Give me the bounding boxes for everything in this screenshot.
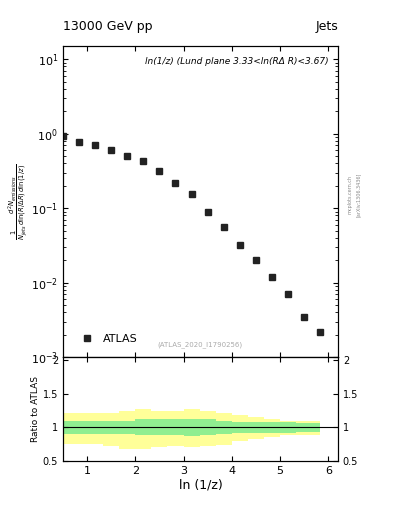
Text: (ATLAS_2020_I1790256): (ATLAS_2020_I1790256) xyxy=(158,341,243,348)
ATLAS xyxy=(77,139,81,145)
ATLAS xyxy=(237,242,242,248)
ATLAS xyxy=(270,274,274,280)
X-axis label: ln (1/z): ln (1/z) xyxy=(178,478,222,492)
ATLAS xyxy=(221,224,226,230)
Text: [arXiv:1306.3436]: [arXiv:1306.3436] xyxy=(356,173,361,217)
ATLAS xyxy=(318,329,323,335)
Text: 13000 GeV pp: 13000 GeV pp xyxy=(63,20,152,33)
ATLAS xyxy=(157,167,162,174)
ATLAS xyxy=(173,180,178,186)
Legend: ATLAS: ATLAS xyxy=(72,329,142,348)
ATLAS xyxy=(125,153,130,159)
ATLAS xyxy=(302,313,307,319)
ATLAS xyxy=(109,147,114,153)
Text: Jets: Jets xyxy=(315,20,338,33)
Y-axis label: $\frac{1}{N_{jets}}\frac{d^2 N_{emissions}}{d\ln(R/\Delta R)\,d\ln(1/z)}$: $\frac{1}{N_{jets}}\frac{d^2 N_{emission… xyxy=(6,163,29,240)
ATLAS xyxy=(61,133,65,139)
Text: mcplots.cern.ch: mcplots.cern.ch xyxy=(347,175,352,214)
ATLAS xyxy=(141,158,146,164)
ATLAS xyxy=(93,142,97,148)
ATLAS xyxy=(189,191,194,197)
ATLAS xyxy=(253,257,258,263)
Line: ATLAS: ATLAS xyxy=(60,133,323,334)
Text: ln(1/z) (Lund plane 3.33<ln(RΔ R)<3.67): ln(1/z) (Lund plane 3.33<ln(RΔ R)<3.67) xyxy=(145,57,329,66)
Y-axis label: Ratio to ATLAS: Ratio to ATLAS xyxy=(31,376,40,442)
ATLAS xyxy=(205,208,210,215)
ATLAS xyxy=(286,291,290,297)
